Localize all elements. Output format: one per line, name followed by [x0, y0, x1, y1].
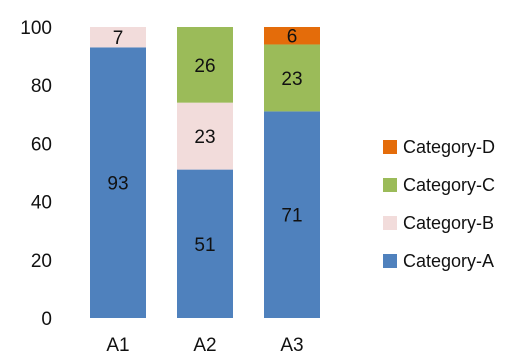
legend-label: Category-B: [403, 213, 494, 233]
bar-segment-a3-category-c: [264, 44, 320, 112]
data-label: 6: [287, 27, 298, 48]
data-label: 51: [194, 235, 215, 256]
bar-segment-a2-category-a: [177, 169, 233, 318]
legend-label: Category-A: [403, 251, 494, 271]
bar-segment-a3-category-a: [264, 111, 320, 318]
legend-swatch-category-d: [383, 140, 397, 154]
legend-swatch-category-a: [383, 254, 397, 268]
x-tick-label: A2: [193, 335, 216, 356]
y-axis: 0 20 40 60 80 100: [20, 18, 52, 330]
bar-segment-a2-category-b: [177, 102, 233, 170]
y-tick-label: 100: [20, 18, 52, 39]
data-label: 26: [194, 56, 215, 77]
y-tick-label: 60: [31, 134, 52, 155]
bar-segment-a1-category-b: [90, 27, 146, 48]
y-tick-label: 40: [31, 193, 52, 214]
data-label: 71: [281, 206, 302, 227]
legend-label: Category-C: [403, 175, 495, 195]
data-label: 23: [281, 69, 302, 90]
bar-segment-a1-category-a: [90, 47, 146, 319]
bars: 93 7 51 23 26 71 23 6: [90, 27, 320, 319]
y-tick-label: 80: [31, 76, 52, 97]
x-tick-label: A3: [280, 335, 303, 356]
bar-segment-a3-category-d: [264, 27, 320, 45]
data-label: 23: [194, 127, 215, 148]
y-tick-label: 0: [41, 309, 52, 330]
x-tick-label: A1: [106, 335, 129, 356]
data-label: 7: [113, 28, 124, 49]
legend-swatch-category-c: [383, 178, 397, 192]
legend: Category-D Category-C Category-B Category-A: [383, 137, 495, 271]
legend-label: Category-D: [403, 137, 495, 157]
y-tick-label: 20: [31, 251, 52, 272]
legend-swatch-category-b: [383, 216, 397, 230]
bar-segment-a2-category-c: [177, 27, 233, 103]
x-axis: A1 A2 A3: [106, 335, 303, 356]
data-label: 93: [107, 174, 128, 195]
